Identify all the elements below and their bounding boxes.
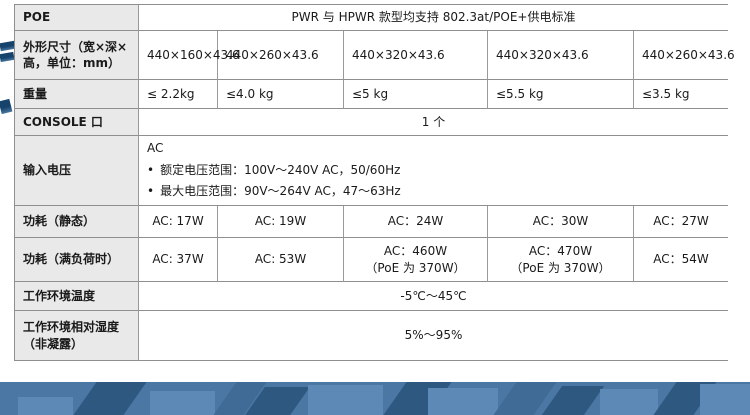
- power-full-value: AC: 37W: [139, 238, 218, 282]
- table-row-poe: POE PWR 与 HPWR 款型均支持 802.3at/POE+供电标准: [15, 5, 728, 31]
- table-row-console: CONSOLE 口 1 个: [15, 109, 728, 136]
- banner-shape: [150, 391, 215, 415]
- dimension-value: 440×260×43.6: [218, 31, 344, 80]
- banner-shape: [541, 386, 605, 415]
- footer-banner: [0, 382, 750, 415]
- weight-value: ≤3.5 kg: [634, 80, 728, 109]
- power-static-value: AC: 19W: [218, 206, 344, 238]
- banner-shape: [700, 384, 750, 415]
- row-label-console: CONSOLE 口: [15, 109, 139, 136]
- table-row-power-full-load: 功耗（满负荷时） AC: 37W AC: 53W AC：460W （PoE 为 …: [15, 238, 728, 282]
- logo-fragment-icon: [0, 98, 13, 115]
- power-full-note: （PoE 为 370W）: [365, 260, 466, 275]
- dimension-value: 440×320×43.6: [344, 31, 488, 80]
- table-row-weight: 重量 ≤ 2.2kg ≤4.0 kg ≤5 kg ≤5.5 kg ≤3.5 kg: [15, 80, 728, 109]
- row-label-temperature: 工作环境温度: [15, 282, 139, 311]
- input-voltage-rated-text: 额定电压范围：100V～240V AC，50/60Hz: [160, 162, 401, 177]
- weight-value: ≤4.0 kg: [218, 80, 344, 109]
- power-full-note: （PoE 为 370W）: [510, 260, 611, 275]
- row-label-dimensions: 外形尺寸（宽×深×高，单位：mm）: [15, 31, 139, 80]
- power-static-value: AC: 17W: [139, 206, 218, 238]
- input-voltage-max: • 最大电压范围：90V～264V AC，47～63Hz: [147, 181, 401, 203]
- dimension-value: 440×320×43.6: [488, 31, 634, 80]
- row-label-power-full-load: 功耗（满负荷时）: [15, 238, 139, 282]
- row-label-poe: POE: [15, 5, 139, 31]
- power-full-value: AC：54W: [634, 238, 728, 282]
- dimension-value: 440×260×43.6: [634, 31, 735, 80]
- banner-shape: [18, 397, 73, 415]
- row-label-humidity: 工作环境相对湿度（非凝露）: [15, 311, 139, 361]
- dimension-value: 440×160×43.6: [139, 31, 240, 80]
- power-full-main: AC：460W: [383, 244, 448, 259]
- console-value: 1 个: [139, 109, 728, 136]
- power-full-value: AC: 53W: [218, 238, 344, 282]
- power-static-value: AC：24W: [344, 206, 488, 238]
- table-row-input-voltage: 输入电压 AC • 额定电压范围：100V～240V AC，50/60Hz • 最大…: [15, 136, 728, 206]
- banner-shape: [73, 382, 147, 415]
- table-row-temperature: 工作环境温度 -5℃～45℃: [15, 282, 728, 311]
- row-label-input-voltage: 输入电压: [15, 136, 139, 206]
- weight-value: ≤ 2.2kg: [139, 80, 218, 109]
- power-static-value: AC：27W: [634, 206, 728, 238]
- row-label-power-static: 功耗（静态）: [15, 206, 139, 238]
- spec-table: POE PWR 与 HPWR 款型均支持 802.3at/POE+供电标准 外形…: [14, 4, 735, 361]
- bullet-icon: •: [147, 184, 155, 199]
- weight-value: ≤5.5 kg: [488, 80, 634, 109]
- power-full-main: AC：470W: [528, 244, 593, 259]
- weight-value: ≤5 kg: [344, 80, 488, 109]
- input-voltage-rated: • 额定电压范围：100V～240V AC，50/60Hz: [147, 160, 400, 182]
- bullet-icon: •: [147, 162, 155, 177]
- power-full-value: AC：460W （PoE 为 370W）: [344, 238, 488, 282]
- logo-fragment-icon: [0, 51, 15, 63]
- input-voltage-max-text: 最大电压范围：90V～264V AC，47～63Hz: [160, 184, 401, 199]
- banner-shape: [600, 389, 658, 415]
- row-label-weight: 重量: [15, 80, 139, 109]
- power-static-value: AC：30W: [488, 206, 634, 238]
- table-row-power-static: 功耗（静态） AC: 17W AC: 19W AC：24W AC：30W AC：…: [15, 206, 728, 238]
- temperature-value: -5℃～45℃: [139, 282, 728, 311]
- poe-value: PWR 与 HPWR 款型均支持 802.3at/POE+供电标准: [139, 5, 728, 31]
- input-voltage-value: AC • 额定电压范围：100V～240V AC，50/60Hz • 最大电压范围：…: [139, 136, 728, 206]
- power-full-value: AC：470W （PoE 为 370W）: [488, 238, 634, 282]
- table-row-dimensions: 外形尺寸（宽×深×高，单位：mm） 440×160×43.6 440×260×4…: [15, 31, 735, 80]
- input-voltage-type: AC: [147, 141, 164, 156]
- humidity-value: 5%～95%: [139, 311, 728, 361]
- table-row-humidity: 工作环境相对湿度（非凝露） 5%～95%: [15, 311, 728, 361]
- banner-shape: [428, 388, 498, 415]
- banner-shape: [308, 385, 383, 415]
